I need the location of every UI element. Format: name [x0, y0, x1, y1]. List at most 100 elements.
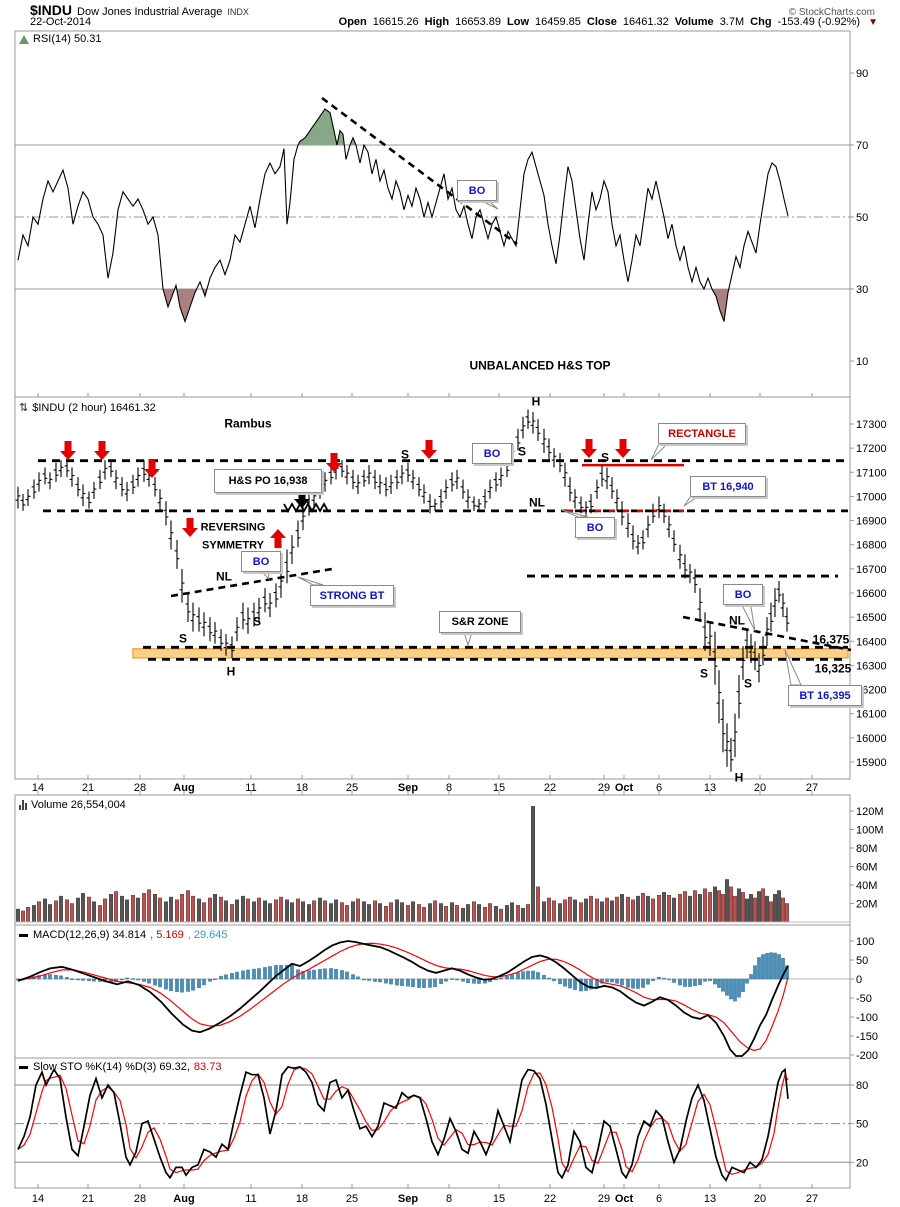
- macd-histogram-bar: [43, 974, 47, 980]
- macd-histogram-bar: [257, 968, 261, 980]
- volume-bar: [494, 906, 499, 923]
- volume-bar: [290, 902, 295, 923]
- macd-histogram-bar: [589, 978, 593, 990]
- macd-histogram-bar: [230, 973, 234, 980]
- rsi-overbought-fill: [350, 137, 356, 145]
- volume-bar: [505, 905, 510, 923]
- macd-axis-label: 100: [856, 936, 874, 948]
- volume-bar: [152, 894, 157, 923]
- volume-bar: [135, 897, 140, 923]
- volume-bar: [218, 896, 223, 923]
- x-tick-label: 11: [245, 1193, 256, 1205]
- x-tick-label: 22: [544, 1193, 556, 1205]
- x-tick-label: 18: [296, 782, 308, 794]
- macd-histogram-bar: [76, 978, 80, 981]
- macd-histogram-bar: [153, 978, 157, 986]
- rsi-axis-label: 90: [856, 68, 868, 80]
- macd-histogram-bar: [389, 978, 393, 985]
- macd-histogram-bar: [59, 975, 63, 980]
- macd-histogram-bar: [37, 975, 41, 980]
- macd-histogram-bar: [466, 978, 470, 983]
- volume-bar: [688, 895, 693, 923]
- macd-histogram-bar: [241, 970, 245, 980]
- volume-bar: [163, 901, 168, 923]
- macd-axis-label: 50: [856, 955, 868, 967]
- macd-histogram-bar: [552, 978, 556, 982]
- x-tick-label: 6: [656, 782, 662, 794]
- macd-histogram-bar: [186, 978, 190, 992]
- volume-bar: [157, 897, 162, 923]
- x-tick-label: 8: [446, 1193, 452, 1205]
- price-annotation-s-label: S: [517, 444, 527, 459]
- macd-histogram-bar: [729, 978, 733, 1000]
- rsi-axis-label: 70: [856, 140, 868, 152]
- price-annotation-s-label: S: [699, 666, 709, 681]
- macd-histogram-bar: [356, 976, 360, 980]
- sto-d-line: [17, 1066, 789, 1175]
- volume-bar: [37, 901, 42, 923]
- quote-value: 16615.26: [372, 16, 419, 28]
- volume-bar: [547, 897, 552, 923]
- price-axis-label: 16300: [856, 660, 887, 672]
- volume-bar: [781, 897, 786, 923]
- macd-histogram-bar: [631, 978, 635, 989]
- volume-bar: [461, 907, 466, 923]
- price-annotation-16-375: 16,375: [812, 632, 850, 647]
- rsi-axis-label: 50: [856, 212, 868, 224]
- volume-bar: [384, 906, 389, 923]
- volume-bar: [749, 894, 754, 923]
- sto-line-icon: [19, 1065, 28, 1069]
- volume-axis-label: 100M: [856, 825, 884, 837]
- macd-histogram-bar: [477, 978, 481, 984]
- volume-bar: [672, 897, 677, 923]
- sto-axis-label: 50: [856, 1119, 868, 1131]
- macd-histogram-bar: [400, 978, 404, 986]
- macd-histogram-bar: [579, 978, 583, 992]
- volume-bar: [212, 894, 217, 923]
- quote-value: 3.7M: [719, 16, 745, 28]
- red-down-arrow: [326, 453, 342, 472]
- quote-row: Open 16615.26 High 16653.89 Low 16459.85 Close…: [339, 16, 878, 28]
- rsi-oversold-fill: [163, 289, 175, 307]
- volume-bar: [223, 900, 228, 923]
- volume-bar: [531, 806, 536, 923]
- volume-bar: [777, 890, 782, 923]
- macd-histogram-bar: [510, 974, 514, 980]
- volume-bar: [552, 900, 557, 923]
- volume-bar: [698, 894, 703, 923]
- volume-axis-label: 20M: [856, 899, 877, 911]
- x-tick-label: 6: [656, 1193, 662, 1205]
- volume-bar: [119, 895, 124, 923]
- price-annotation-nl-label: NL: [729, 613, 745, 628]
- volume-bar: [657, 894, 662, 923]
- header-line-2: 22-Oct-2014 Open 16615.26 High 16653.89 Low 1…: [30, 16, 878, 28]
- volume-bar: [745, 898, 750, 923]
- macd-panel-label: MACD(12,26,9) 34.814, 5.169, 29.645: [19, 929, 228, 941]
- macd-histogram-bar: [526, 970, 530, 980]
- volume-axis-label: 80M: [856, 843, 877, 855]
- x-tick-label: Aug: [173, 782, 194, 794]
- red-up-arrow: [270, 529, 286, 548]
- price-annotation-reversing: REVERSING: [200, 521, 266, 534]
- x-tick-label: 15: [493, 782, 505, 794]
- price-axis-label: 16600: [856, 588, 887, 600]
- macd-histogram-bar: [455, 978, 459, 981]
- callout-strong-bt: STRONG BT: [310, 585, 394, 606]
- red-down-arrow: [421, 440, 437, 459]
- rsi-label-text: RSI(14) 50.31: [33, 33, 102, 45]
- volume-bar: [785, 903, 790, 923]
- volume-bar: [725, 879, 730, 923]
- macd-histogram-bar: [542, 975, 546, 980]
- price-axis-label: 16200: [856, 685, 887, 697]
- macd-histogram-bar: [547, 977, 551, 980]
- macd-histogram-bar: [505, 976, 509, 980]
- macd-histogram-bar: [384, 978, 388, 984]
- macd-histogram-bar: [213, 978, 217, 981]
- volume-bar: [201, 902, 206, 923]
- rsi-bo-callout: BO: [457, 180, 497, 201]
- volume-bar: [26, 907, 31, 923]
- price-annotation-s-label: S: [252, 614, 262, 629]
- volume-bar: [179, 894, 184, 923]
